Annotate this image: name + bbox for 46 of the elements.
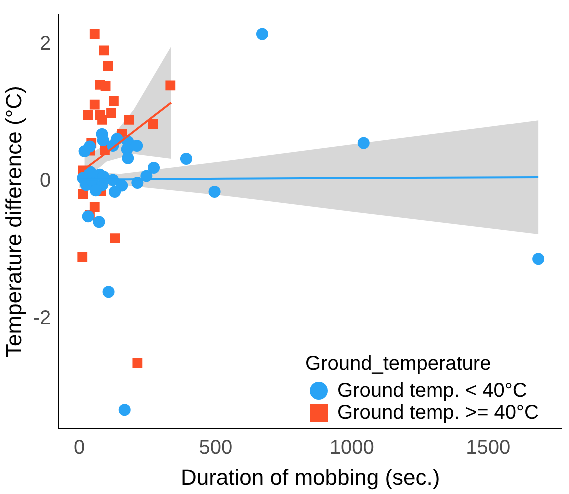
point [148, 162, 160, 174]
point [102, 286, 115, 298]
point [90, 202, 100, 212]
point [110, 234, 120, 244]
x-tick-label: 500 [199, 437, 233, 460]
point [78, 189, 88, 199]
point [109, 96, 119, 106]
point [78, 252, 88, 262]
point [103, 61, 114, 72]
y-axis-title: Temperature difference (°C) [1, 86, 26, 358]
point [100, 81, 111, 92]
x-tick-label: 1500 [466, 437, 511, 460]
point [118, 404, 131, 416]
x-tick-label: 0 [74, 437, 86, 460]
y-tick-label: 2 [40, 33, 52, 56]
point [358, 137, 370, 150]
legend-title: Ground_temperature [306, 353, 492, 376]
point [93, 216, 106, 228]
point [90, 184, 102, 197]
point [106, 108, 116, 118]
point [256, 28, 268, 40]
y-tick-label: 0 [40, 170, 52, 192]
point [122, 152, 134, 164]
point [208, 186, 221, 198]
point [84, 140, 96, 153]
point [90, 100, 100, 110]
legend-label: Ground temp. >= 40°C [338, 402, 539, 424]
point [83, 110, 94, 120]
point [180, 153, 192, 166]
point [98, 114, 108, 125]
legend-label: Ground temp. < 40°C [338, 380, 528, 402]
point [82, 210, 94, 223]
y-tick-label: -2 [33, 307, 52, 330]
point [84, 166, 97, 178]
point [132, 358, 143, 368]
point [131, 140, 144, 152]
x-tick-label: 1000 [330, 437, 374, 460]
x-axis-title: Duration of mobbing (sec.) [180, 464, 440, 490]
point [148, 119, 158, 130]
point [166, 80, 176, 91]
point [99, 46, 110, 56]
point [97, 134, 110, 147]
point [109, 186, 122, 198]
point [90, 29, 100, 40]
point [532, 253, 545, 266]
point [124, 114, 134, 125]
